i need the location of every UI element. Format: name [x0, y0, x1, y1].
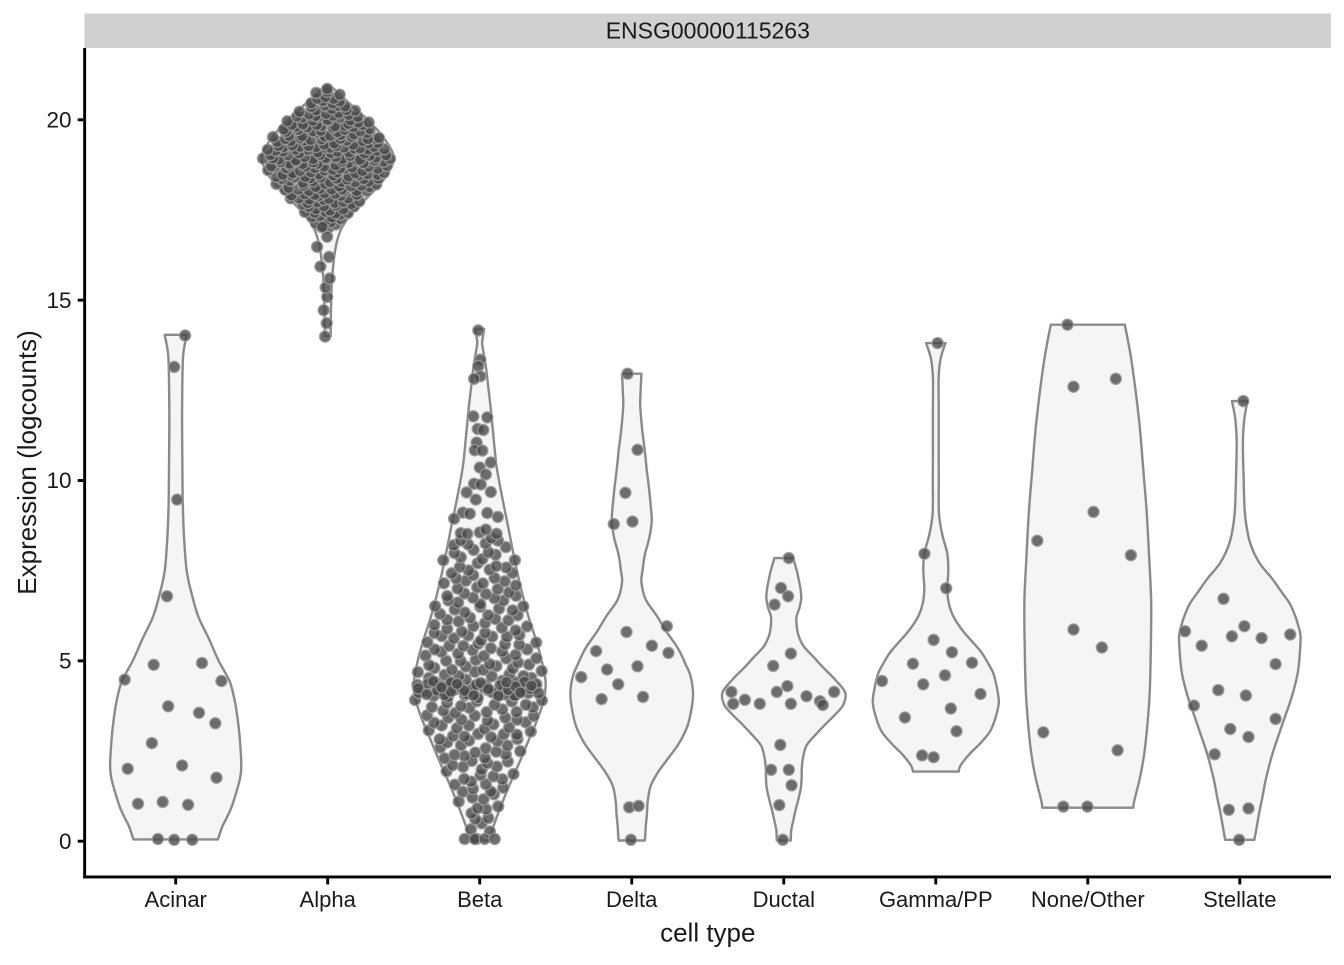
svg-text:cell type: cell type: [660, 918, 755, 948]
svg-text:None/Other: None/Other: [1031, 887, 1145, 912]
svg-text:Ductal: Ductal: [753, 887, 815, 912]
svg-text:5: 5: [59, 649, 72, 674]
svg-text:Alpha: Alpha: [300, 887, 357, 912]
svg-text:Expression (logcounts): Expression (logcounts): [12, 330, 42, 594]
svg-text:10: 10: [46, 468, 71, 493]
svg-text:20: 20: [46, 108, 71, 133]
svg-text:ENSG00000115263: ENSG00000115263: [606, 18, 810, 44]
svg-text:0: 0: [59, 829, 72, 854]
svg-text:Acinar: Acinar: [145, 887, 207, 912]
svg-text:Stellate: Stellate: [1203, 887, 1276, 912]
svg-text:Delta: Delta: [606, 887, 658, 912]
svg-text:Beta: Beta: [457, 887, 503, 912]
svg-text:15: 15: [46, 288, 71, 313]
svg-text:Gamma/PP: Gamma/PP: [879, 887, 993, 912]
